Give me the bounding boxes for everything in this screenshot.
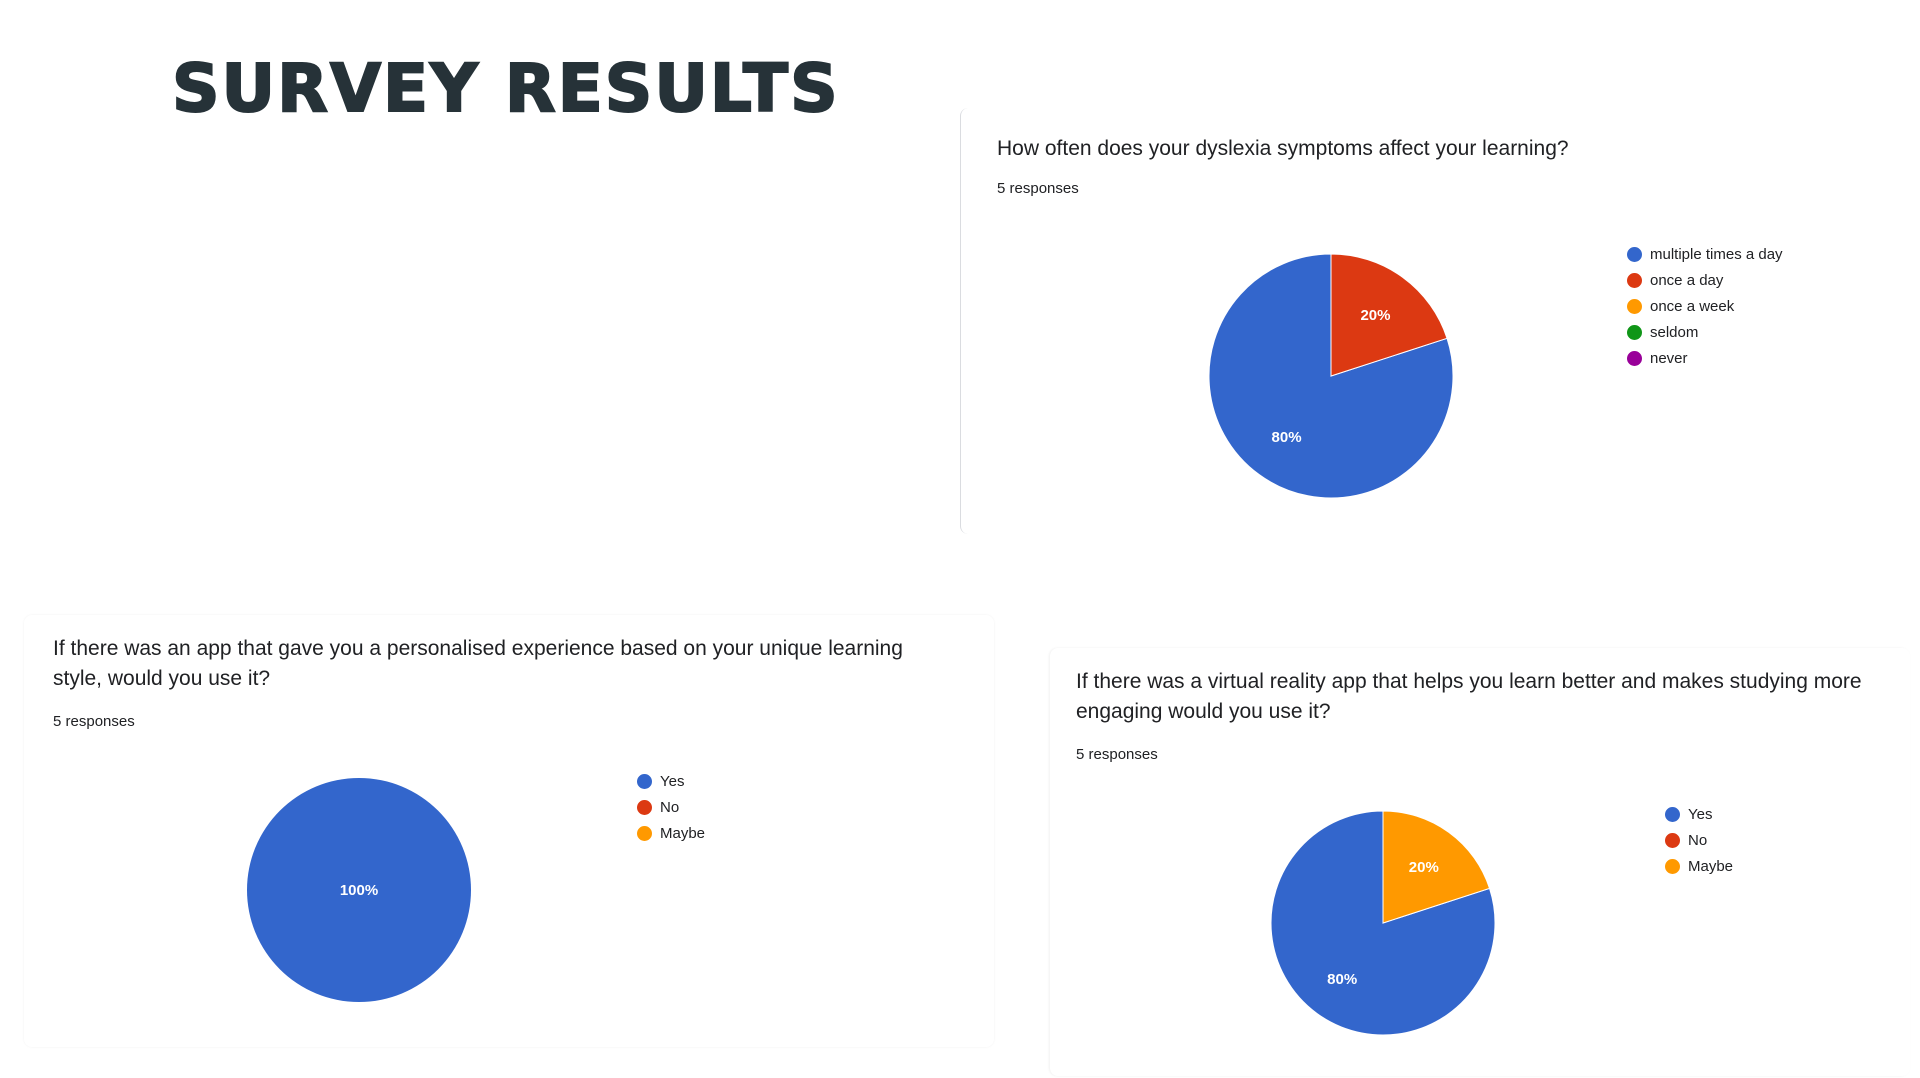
question-title: If there was an app that gave you a pers… [53,637,903,690]
slice-data-label: 80% [1327,971,1357,988]
legend-swatch [637,799,652,815]
pie-slice-once-a-day [1330,253,1448,377]
legend-label: Yes [1688,805,1713,823]
legend-item-never: never [1627,345,1783,371]
legend-swatch [637,773,652,789]
response-count: 5 responses [997,180,1079,197]
pie-chart: 80% 20% [1270,810,1496,1036]
survey-card-personalised-app: If there was an app that gave you a pers… [24,615,994,1047]
legend-item-once-a-week: once a week [1627,293,1783,319]
legend-item-no: No [1665,827,1733,853]
legend-label: seldom [1650,323,1699,341]
pie-chart: 80% 20% [1208,253,1454,499]
question-title: How often does your dyslexia symptoms af… [997,137,1569,160]
legend-label: Maybe [1688,857,1734,875]
legend-swatch [1627,246,1642,262]
survey-card-vr-app: If there was a virtual reality app that … [1050,648,1910,1076]
legend-item-no: No [637,794,705,820]
legend-swatch [1627,324,1642,340]
legend-swatch [1627,298,1642,314]
chart-legend: Yes No Maybe [637,768,705,846]
slice-data-label: 20% [1409,859,1439,876]
response-count: 5 responses [53,713,135,730]
legend-label: never [1650,349,1688,367]
page-title: SURVEY RESULTS [171,49,840,128]
legend-label: once a day [1650,271,1724,289]
legend-swatch [1627,272,1642,288]
chart-legend: multiple times a day once a day once a wee… [1627,241,1783,371]
legend-label: once a week [1650,297,1735,315]
legend-swatch [1665,832,1680,848]
legend-item-maybe: Maybe [1665,853,1733,879]
question-title: If there was a virtual reality app that … [1076,670,1862,723]
legend-item-once-a-day: once a day [1627,267,1783,293]
legend-label: multiple times a day [1650,245,1783,263]
legend-label: No [660,798,680,816]
legend-label: No [1688,831,1708,849]
pie-chart: 100% [247,778,471,1002]
legend-item-seldom: seldom [1627,319,1783,345]
slice-data-label: 80% [1272,429,1302,446]
pie-slice-yes [247,778,471,1002]
legend-item-multiple-times-a-day: multiple times a day [1627,241,1783,267]
legend-item-yes: Yes [637,768,705,794]
slice-data-label: 100% [340,882,378,899]
legend-label: Maybe [660,824,706,842]
legend-label: Yes [660,772,685,790]
legend-swatch [1665,806,1680,822]
legend-item-maybe: Maybe [637,820,705,846]
legend-swatch [1627,350,1642,366]
response-count: 5 responses [1076,746,1158,763]
slice-data-label: 20% [1360,307,1390,324]
legend-item-yes: Yes [1665,801,1733,827]
survey-card-symptom-frequency: How often does your dyslexia symptoms af… [960,108,1911,534]
legend-swatch [637,825,652,841]
pie-slice-maybe [1382,810,1491,924]
legend-swatch [1665,858,1680,874]
chart-legend: Yes No Maybe [1665,801,1733,879]
